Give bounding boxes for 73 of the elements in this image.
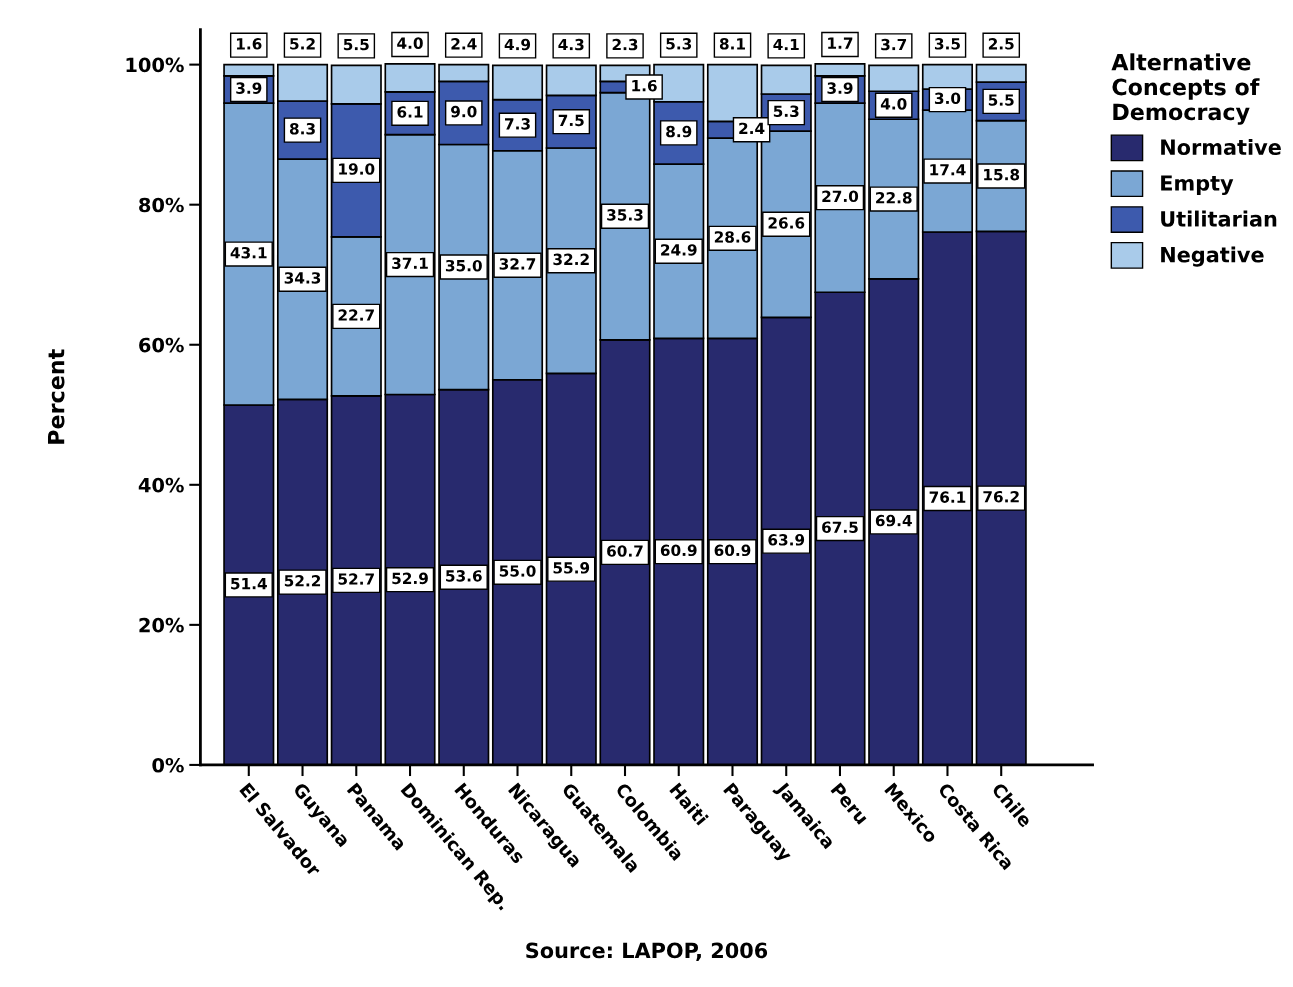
data-label: 52.9 — [392, 572, 428, 585]
data-label: 5.3 — [773, 105, 799, 118]
y-tick-label: 40% — [138, 477, 184, 493]
data-label: 26.6 — [768, 217, 805, 229]
data-label: 32.7 — [499, 258, 536, 270]
data-label: 15.8 — [984, 168, 1020, 181]
legend-title: Alternative Concepts of Democracy — [1111, 53, 1260, 125]
data-label: 35.0 — [445, 259, 482, 272]
data-label: 7.5 — [558, 114, 584, 127]
data-label: 7.3 — [505, 118, 530, 130]
data-label: 9.0 — [451, 105, 477, 118]
y-tick-label: 60% — [139, 337, 184, 353]
data-label: 2.5 — [988, 38, 1014, 50]
data-label: 3.7 — [881, 38, 907, 51]
y-axis-title: Percent — [47, 349, 65, 444]
data-label: 4.1 — [773, 38, 799, 51]
data-label: 37.1 — [392, 257, 428, 269]
data-label: 2.4 — [739, 122, 765, 134]
data-label: 8.3 — [289, 122, 315, 135]
data-label: 4.0 — [880, 98, 907, 110]
data-label: 1.6 — [236, 38, 262, 50]
legend-label: Utilitarian — [1161, 210, 1277, 227]
data-label: 27.0 — [822, 190, 859, 203]
data-label: 51.4 — [231, 578, 267, 590]
data-label: 1.6 — [632, 79, 657, 92]
data-label: 34.3 — [284, 272, 321, 284]
data-label: 2.4 — [451, 38, 477, 50]
data-label: 55.0 — [499, 565, 536, 577]
data-label: 55.9 — [553, 562, 590, 574]
legend-label: Negative — [1161, 246, 1264, 267]
data-label: 32.2 — [553, 253, 589, 266]
data-label: 60.7 — [607, 545, 643, 557]
legend-label: Empty — [1161, 175, 1234, 196]
data-label: 76.2 — [983, 490, 1019, 503]
data-label: 3.9 — [827, 82, 853, 94]
data-label: 6.1 — [397, 106, 423, 118]
data-label: 5.5 — [988, 94, 1014, 106]
data-label: 24.9 — [661, 244, 697, 256]
data-label: 52.2 — [284, 575, 321, 587]
legend-label: Normative — [1161, 138, 1281, 156]
data-label: 5.5 — [343, 38, 369, 51]
data-label: 3.5 — [934, 38, 960, 50]
data-label: 1.7 — [828, 37, 853, 49]
y-tick-label: 20% — [139, 617, 184, 633]
data-label: 4.0 — [397, 37, 423, 49]
data-label: 4.3 — [558, 38, 584, 51]
data-label: 22.7 — [338, 309, 374, 321]
data-label: 17.4 — [930, 164, 966, 176]
data-label: 60.9 — [660, 544, 697, 557]
data-label: 22.8 — [876, 191, 912, 204]
y-tick-label: 80% — [139, 197, 184, 213]
data-label: 28.6 — [714, 231, 751, 243]
data-label: 3.9 — [236, 82, 262, 94]
data-label: 5.3 — [666, 38, 692, 50]
data-label: 5.2 — [290, 38, 315, 50]
data-label: 4.9 — [504, 38, 531, 51]
data-label: 35.3 — [607, 209, 643, 221]
data-label: 60.9 — [714, 544, 751, 557]
y-tick-label: 0% — [152, 757, 184, 773]
data-label: 76.1 — [929, 491, 966, 503]
data-label: 52.7 — [338, 573, 374, 585]
data-label: 19.0 — [339, 163, 375, 175]
source-note: Source: LAPOP, 2006 — [526, 942, 768, 961]
data-label: 69.4 — [875, 514, 912, 527]
data-label: 8.9 — [666, 125, 692, 138]
data-label: 8.1 — [719, 38, 745, 50]
data-label: 63.9 — [768, 534, 805, 546]
data-label: 53.6 — [446, 570, 482, 582]
data-label: 3.0 — [934, 92, 961, 105]
y-tick-label: 100% — [126, 57, 184, 73]
data-label: 43.1 — [230, 246, 267, 259]
data-label: 67.5 — [822, 521, 858, 534]
data-label: 2.3 — [612, 38, 638, 51]
